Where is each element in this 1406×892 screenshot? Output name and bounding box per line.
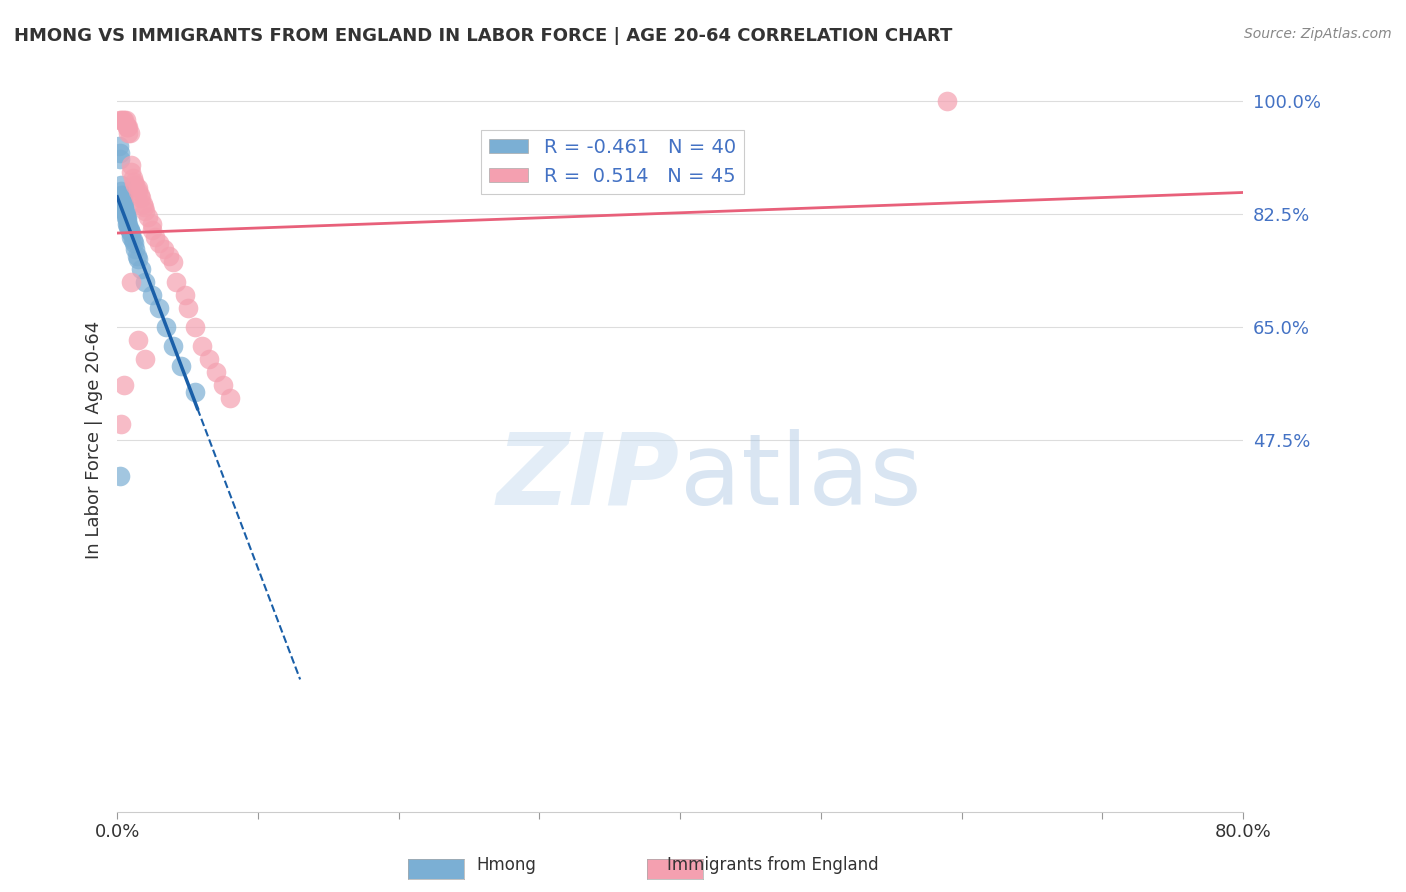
- Point: [134, 352, 156, 367]
- Point: [122, 175, 145, 189]
- Point: [204, 365, 226, 379]
- Point: [118, 223, 141, 237]
- Point: [128, 187, 150, 202]
- Point: [112, 198, 135, 212]
- Point: [162, 255, 184, 269]
- Point: [118, 126, 141, 140]
- Point: [118, 224, 141, 238]
- Point: [115, 120, 138, 134]
- Point: [218, 391, 240, 405]
- Text: Hmong: Hmong: [477, 855, 536, 873]
- Point: [129, 191, 152, 205]
- Point: [173, 287, 195, 301]
- Point: [190, 339, 212, 353]
- Point: [148, 301, 170, 315]
- Point: [112, 201, 135, 215]
- Point: [129, 261, 152, 276]
- Point: [120, 229, 142, 244]
- Text: Source: ZipAtlas.com: Source: ZipAtlas.com: [1244, 27, 1392, 41]
- Legend: R = -0.461   N = 40, R =  0.514   N = 45: R = -0.461 N = 40, R = 0.514 N = 45: [481, 130, 744, 194]
- Point: [120, 158, 142, 172]
- Point: [121, 233, 143, 247]
- Point: [936, 94, 959, 108]
- Point: [211, 378, 233, 392]
- Point: [141, 223, 163, 237]
- Point: [107, 139, 129, 153]
- Point: [112, 378, 135, 392]
- Point: [127, 184, 149, 198]
- Text: Immigrants from England: Immigrants from England: [668, 855, 879, 873]
- Point: [162, 339, 184, 353]
- Point: [121, 171, 143, 186]
- Point: [134, 275, 156, 289]
- Point: [110, 113, 132, 128]
- Point: [165, 275, 187, 289]
- Point: [115, 210, 138, 224]
- Point: [110, 417, 132, 431]
- Point: [143, 229, 166, 244]
- Point: [117, 218, 139, 232]
- Point: [110, 184, 132, 198]
- Point: [122, 235, 145, 250]
- Point: [111, 191, 134, 205]
- Point: [114, 207, 136, 221]
- Point: [111, 197, 134, 211]
- Point: [108, 468, 131, 483]
- Point: [169, 359, 191, 373]
- Point: [112, 113, 135, 128]
- Point: [197, 352, 219, 367]
- Point: [108, 113, 131, 128]
- Point: [127, 252, 149, 266]
- Point: [148, 235, 170, 250]
- Point: [134, 203, 156, 218]
- Point: [111, 113, 134, 128]
- Point: [125, 249, 148, 263]
- Point: [120, 227, 142, 241]
- Point: [141, 287, 163, 301]
- Point: [111, 187, 134, 202]
- Point: [183, 320, 205, 334]
- Point: [124, 243, 146, 257]
- Point: [176, 301, 198, 315]
- Point: [141, 217, 163, 231]
- Text: HMONG VS IMMIGRANTS FROM ENGLAND IN LABOR FORCE | AGE 20-64 CORRELATION CHART: HMONG VS IMMIGRANTS FROM ENGLAND IN LABO…: [14, 27, 952, 45]
- Point: [115, 120, 138, 134]
- Point: [111, 194, 134, 208]
- Point: [114, 113, 136, 128]
- Point: [110, 187, 132, 202]
- Point: [117, 219, 139, 234]
- Point: [110, 178, 132, 192]
- Point: [127, 333, 149, 347]
- Point: [108, 145, 131, 160]
- Text: atlas: atlas: [681, 429, 922, 525]
- Point: [115, 217, 138, 231]
- Point: [155, 320, 177, 334]
- Point: [157, 249, 180, 263]
- Y-axis label: In Labor Force | Age 20-64: In Labor Force | Age 20-64: [86, 321, 103, 559]
- Point: [131, 197, 153, 211]
- Point: [114, 210, 136, 224]
- Text: ZIP: ZIP: [498, 429, 681, 525]
- Point: [115, 213, 138, 227]
- Point: [152, 243, 174, 257]
- Point: [114, 205, 136, 219]
- Point: [120, 275, 142, 289]
- Point: [108, 152, 131, 166]
- Point: [120, 165, 142, 179]
- Point: [132, 201, 155, 215]
- Point: [117, 120, 139, 134]
- Point: [117, 126, 139, 140]
- Point: [112, 203, 135, 218]
- Point: [124, 178, 146, 192]
- Point: [183, 384, 205, 399]
- Point: [136, 210, 159, 224]
- Point: [127, 181, 149, 195]
- Point: [112, 197, 135, 211]
